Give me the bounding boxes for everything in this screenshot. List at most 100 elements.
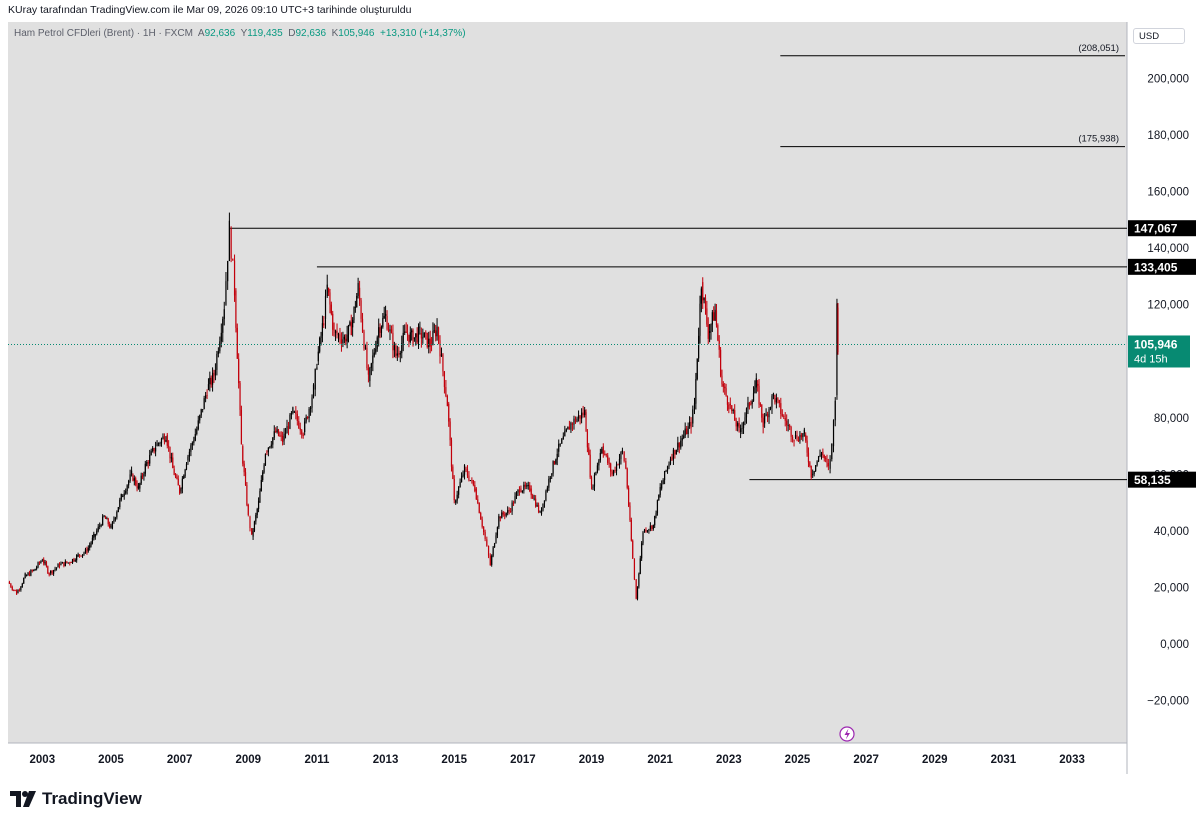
candle-body xyxy=(24,573,26,579)
candle-body xyxy=(521,490,523,493)
candle-body xyxy=(64,561,66,567)
candle-body xyxy=(210,377,212,385)
price-tick-label: 80,000 xyxy=(1154,413,1189,425)
time-tick-label: 2011 xyxy=(304,754,330,766)
candle-body xyxy=(179,485,181,494)
last-price-label: 105,946 xyxy=(1134,337,1178,351)
candle-body xyxy=(219,341,221,352)
tradingview-logo[interactable]: TradingView xyxy=(10,788,142,810)
candle-body xyxy=(188,451,191,457)
candle-body xyxy=(518,489,521,493)
candle-body xyxy=(536,504,538,507)
candle-body xyxy=(787,425,789,426)
candle-body xyxy=(532,495,534,499)
countdown-label: 4d 15h xyxy=(1134,353,1168,365)
candle-body xyxy=(396,353,398,356)
candle-body xyxy=(651,525,653,529)
candle-body xyxy=(422,337,424,339)
currency-selector[interactable]: USD xyxy=(1133,28,1185,44)
candle-body xyxy=(426,332,428,348)
candle-body xyxy=(786,420,788,426)
candle-body xyxy=(831,443,833,460)
candle-body xyxy=(166,434,168,446)
open-key: A xyxy=(197,28,205,39)
candle-body xyxy=(816,461,818,466)
candle-body xyxy=(797,439,800,442)
candle-body xyxy=(54,568,56,571)
candle-body xyxy=(643,529,646,531)
candle-body xyxy=(33,569,35,571)
candle-body xyxy=(384,313,387,316)
candle-body xyxy=(364,347,367,349)
candle-body xyxy=(41,560,43,562)
candle-body xyxy=(244,472,247,485)
candle-body xyxy=(621,450,624,453)
candle-body xyxy=(273,431,275,438)
candle-body xyxy=(320,335,322,339)
candle-body xyxy=(508,510,510,512)
candle-body xyxy=(641,543,643,559)
candle-body xyxy=(502,512,504,515)
candle-body xyxy=(181,478,183,489)
candle-body xyxy=(301,430,303,435)
candle-body xyxy=(827,462,829,467)
candle-body xyxy=(666,466,669,471)
candle-body xyxy=(523,484,525,491)
candle-body xyxy=(152,448,154,452)
candle-body xyxy=(383,315,385,319)
candle-body xyxy=(130,470,133,475)
candle-body xyxy=(354,307,356,308)
candle-body xyxy=(146,462,148,466)
candle-body xyxy=(214,369,217,376)
candle-body xyxy=(190,445,192,452)
candle-body xyxy=(460,476,463,482)
candle-body xyxy=(260,479,262,492)
candle-body xyxy=(432,331,434,345)
candle-body xyxy=(298,420,300,428)
candle-body xyxy=(598,460,600,466)
candle-body xyxy=(293,411,295,413)
candle-body xyxy=(194,434,196,441)
candle-body xyxy=(402,332,404,344)
price-chart[interactable]: (208,051) (175,938) 200,000 180,000 160,000… xyxy=(8,22,1199,774)
candle-body xyxy=(163,436,166,442)
candle-body xyxy=(369,367,371,382)
candle-body xyxy=(511,502,513,512)
candle-body xyxy=(267,447,269,453)
candle-body xyxy=(428,338,430,348)
candle-body xyxy=(357,283,359,296)
candle-body xyxy=(269,446,271,448)
candle-body xyxy=(765,413,767,416)
candle-body xyxy=(551,473,553,475)
candle-body xyxy=(492,547,494,556)
candle-body xyxy=(249,516,251,529)
candle-body xyxy=(251,528,253,535)
candle-body xyxy=(97,526,99,531)
candle-body xyxy=(698,335,700,359)
candle-body xyxy=(176,476,178,479)
candle-body xyxy=(8,581,11,584)
candle-body xyxy=(174,474,177,477)
candle-body xyxy=(574,418,577,422)
candle-body xyxy=(324,296,327,319)
candle-body xyxy=(114,517,116,520)
candle-body xyxy=(276,429,278,432)
candle-body xyxy=(162,436,164,439)
candle-body xyxy=(815,465,817,471)
candle-body xyxy=(771,395,773,408)
candle-body xyxy=(690,421,692,428)
candle-body xyxy=(687,426,689,435)
candle-body xyxy=(590,477,593,486)
candle-body xyxy=(266,451,268,453)
candle-body xyxy=(774,395,776,403)
candle-body xyxy=(160,438,163,444)
candle-body xyxy=(731,405,733,412)
candle-body xyxy=(757,383,759,386)
candle-body xyxy=(652,524,654,529)
candle-body xyxy=(411,330,413,333)
candle-body xyxy=(480,512,482,520)
chart-area[interactable]: (208,051) (175,938) 200,000 180,000 160,000… xyxy=(8,22,1199,774)
event-marker[interactable] xyxy=(839,726,855,742)
candle-body xyxy=(340,339,343,344)
candle-body xyxy=(36,567,38,569)
